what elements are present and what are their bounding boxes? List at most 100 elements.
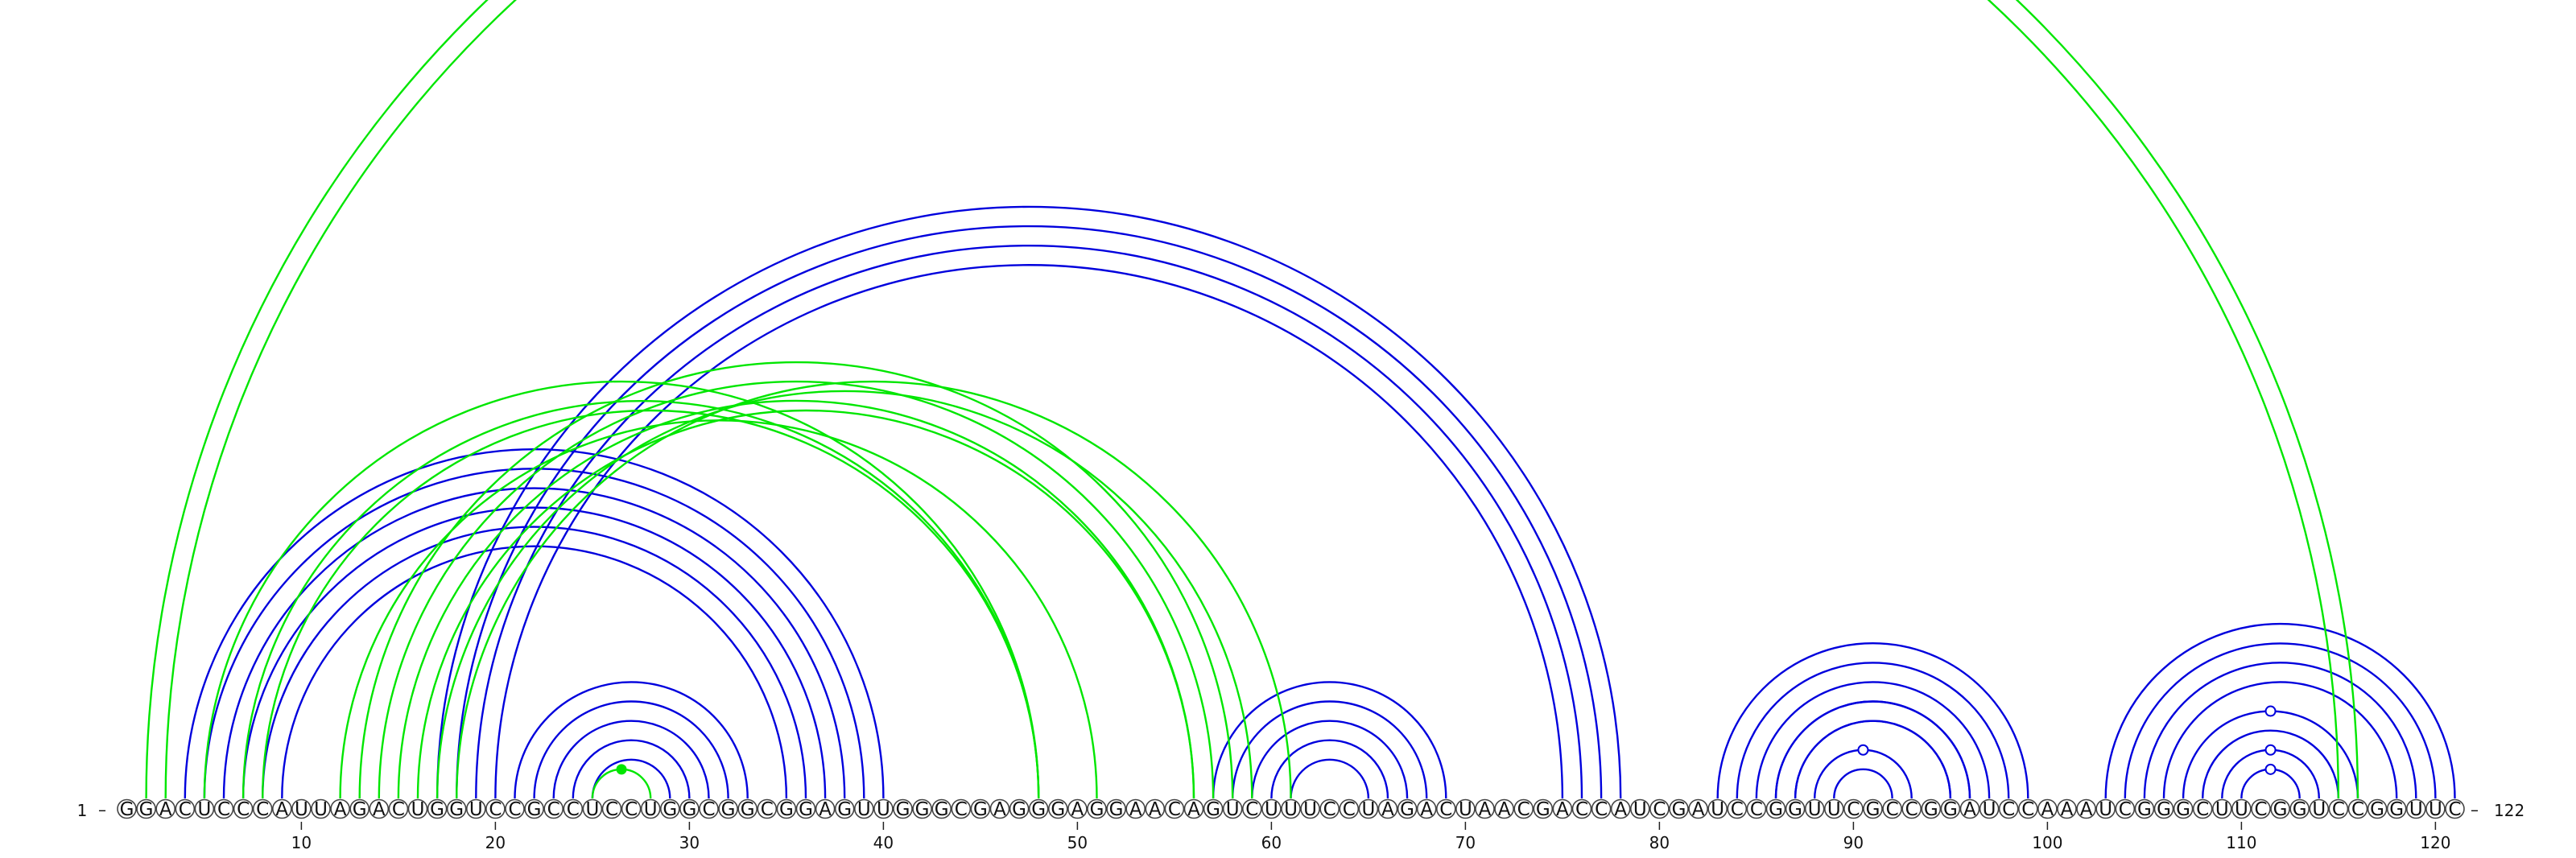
nucleotide-circle <box>2095 798 2116 819</box>
nucleotide-letter: A <box>373 799 386 820</box>
nucleotide-letter: C <box>1731 799 1744 820</box>
nucleotide-letter: A <box>1420 799 1433 820</box>
nucleotide-circle <box>1358 798 1379 819</box>
blue-base-pair-arc <box>475 245 1583 799</box>
nucleotide-circle <box>1183 798 1204 819</box>
nucleotide-circle <box>485 798 506 819</box>
nucleotide-circle <box>1281 798 1301 819</box>
nucleotide-letter: C <box>1886 799 1899 820</box>
nucleotide-letter: C <box>508 799 521 820</box>
green-base-pair-arc <box>358 361 1234 799</box>
nucleotide-circle <box>505 798 525 819</box>
nucleotide-letter: G <box>1672 799 1686 820</box>
nucleotide-letter: C <box>567 799 580 820</box>
nucleotide-letter: U <box>2215 799 2229 820</box>
nucleotide-circle <box>2445 798 2465 819</box>
nucleotide-letter: G <box>973 799 988 820</box>
nucleotide-circle <box>252 798 273 819</box>
nucleotide-circle <box>912 798 932 819</box>
nucleotide-circle <box>2173 798 2194 819</box>
nucleotide-letter: U <box>469 799 483 820</box>
nucleotide-circle <box>1319 798 1340 819</box>
nucleotide-circle <box>1979 798 2000 819</box>
nucleotide-letter: C <box>2332 799 2345 820</box>
green-base-pair-arc <box>262 409 1040 799</box>
blue-base-pair-arc <box>1716 642 2029 799</box>
nucleotide-letter: C <box>1517 799 1530 820</box>
nucleotide-circle <box>1998 798 2019 819</box>
blue-base-pair-arc <box>1755 681 1991 799</box>
blue-loop-marker <box>2264 744 2277 756</box>
position-tick-label: 110 <box>2226 833 2256 852</box>
nucleotide-circle <box>1106 798 1126 819</box>
nucleotide-letter: C <box>2196 799 2209 820</box>
nucleotide-letter: G <box>2137 799 2152 820</box>
nucleotide-circle <box>2328 798 2349 819</box>
blue-base-pair-arc <box>1232 700 1428 799</box>
nucleotide-circle <box>1261 798 1282 819</box>
nucleotide-letter: C <box>256 799 269 820</box>
blue-base-pair-arc <box>1814 749 1913 799</box>
blue-base-pair-arc <box>2124 642 2437 799</box>
nucleotide-circle <box>621 798 642 819</box>
blue-base-pair-arc <box>2202 729 2340 799</box>
blue-base-pair-arc <box>552 720 710 799</box>
blue-base-pair-arc <box>281 545 788 799</box>
nucleotide-circle <box>1707 798 1728 819</box>
nucleotide-letter: U <box>314 799 328 820</box>
nucleotide-circle <box>659 798 680 819</box>
nucleotide-letter: G <box>2273 799 2288 820</box>
nucleotide-circle <box>1416 798 1437 819</box>
nucleotide-circle <box>175 798 196 819</box>
nucleotide-letter: U <box>197 799 211 820</box>
nucleotide-letter: A <box>159 799 172 820</box>
blue-base-pair-arc <box>262 526 807 799</box>
green-base-pair-arc <box>416 409 1195 799</box>
nucleotide-circle <box>951 798 972 819</box>
nucleotide-letter: U <box>857 799 871 820</box>
nucleotide-letter: C <box>1905 799 1918 820</box>
position-tick-label: 50 <box>1067 833 1088 852</box>
nucleotide-circle <box>737 798 758 819</box>
nucleotide-circle <box>2212 798 2232 819</box>
end-dash: – <box>2471 800 2479 819</box>
position-tick-label: 10 <box>291 833 312 852</box>
nucleotide-letter: U <box>644 799 658 820</box>
nucleotide-circle <box>1067 798 1088 819</box>
nucleotide-letter: G <box>1400 799 1414 820</box>
nucleotide-circle <box>1591 798 1612 819</box>
nucleotide-letter: C <box>2002 799 2015 820</box>
nucleotide-letter: U <box>1808 799 1822 820</box>
nucleotide-circle <box>2406 798 2426 819</box>
nucleotide-circle <box>815 798 836 819</box>
nucleotide-circle <box>893 798 913 819</box>
nucleotide-letter: U <box>1459 799 1472 820</box>
position-tick-label: 80 <box>1649 833 1670 852</box>
nucleotide-circle <box>194 798 215 819</box>
nucleotide-circle <box>2134 798 2155 819</box>
nucleotide-letter: A <box>993 799 1006 820</box>
nucleotide-letter: A <box>334 799 347 820</box>
nucleotide-letter: G <box>799 799 813 820</box>
nucleotide-circle <box>427 798 448 819</box>
blue-base-pair-arc <box>222 487 846 799</box>
nucleotide-circle <box>2018 798 2038 819</box>
nucleotide-letter: U <box>877 799 890 820</box>
nucleotide-circle <box>1164 798 1185 819</box>
nucleotide-letter: C <box>179 799 192 820</box>
blue-base-pair-arc <box>1212 681 1447 799</box>
blue-base-pair-arc <box>1290 758 1370 799</box>
nucleotide-letter: G <box>1924 799 1938 820</box>
nucleotide-letter: A <box>275 799 288 820</box>
nucleotide-circle <box>2115 798 2136 819</box>
nucleotide-letter: G <box>1090 799 1104 820</box>
nucleotide-letter: C <box>702 799 715 820</box>
green-base-pair-arc <box>145 0 2359 799</box>
nucleotide-letter: C <box>1653 799 1666 820</box>
nucleotide-letter: A <box>2041 799 2054 820</box>
nucleotide-circle <box>1145 798 1166 819</box>
nucleotide-circle <box>136 798 156 819</box>
position-tick-label: 70 <box>1455 833 1476 852</box>
nucleotide-circle <box>699 798 719 819</box>
